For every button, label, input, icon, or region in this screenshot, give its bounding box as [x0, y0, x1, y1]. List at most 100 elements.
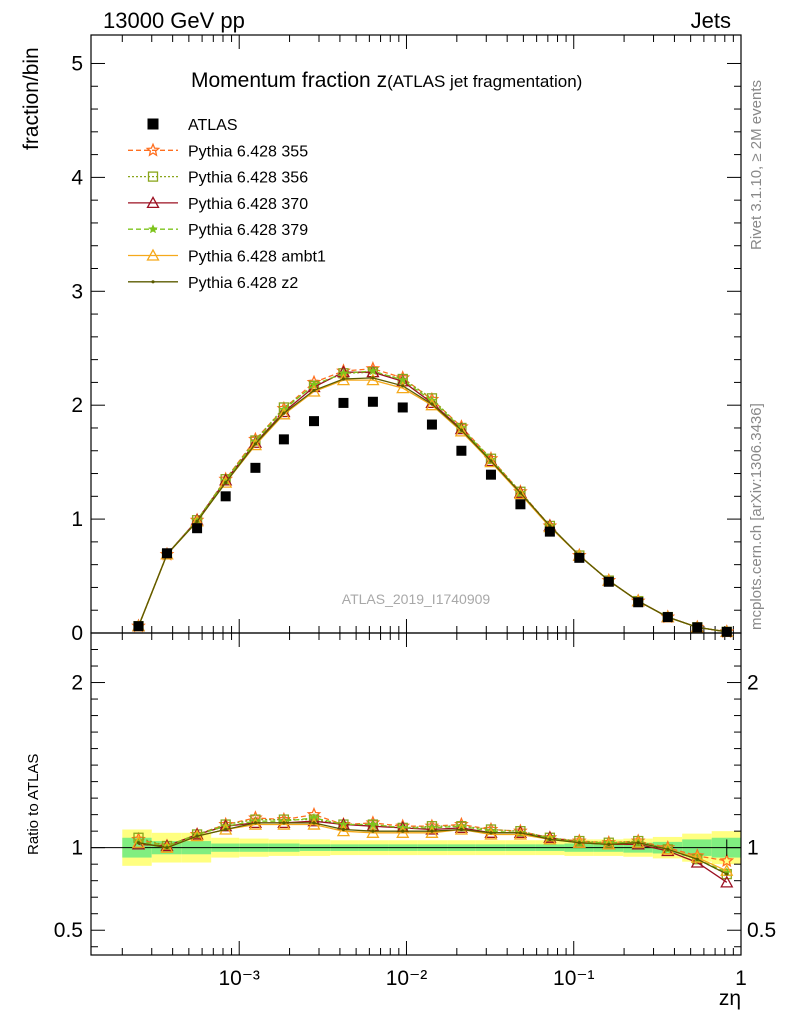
- data-point-atlas: [544, 526, 555, 537]
- y-tick-label: 0: [71, 622, 83, 645]
- ratio-point-z2: [459, 827, 463, 832]
- plot-title: Momentum fraction z(ATLAS jet fragmentat…: [191, 69, 582, 92]
- mcplots-label: mcplots.cern.ch [arXiv:1306.3436]: [748, 403, 765, 630]
- ratio-point-ambt1: [396, 825, 410, 838]
- ratio-point-ambt1: [366, 825, 380, 838]
- data-point-atlas: [161, 548, 172, 559]
- ratio-point-p370: [454, 821, 468, 834]
- legend-label: Pythia 6.428 370: [188, 196, 308, 213]
- legend-marker: [147, 118, 159, 130]
- data-point-atlas: [485, 469, 496, 480]
- data-point-atlas: [603, 576, 614, 587]
- data-point-atlas: [633, 597, 644, 608]
- data-point-atlas: [220, 491, 231, 502]
- data-point-atlas: [192, 523, 203, 534]
- ratio-panel-frame: [90, 632, 742, 956]
- ratio-point-z2: [430, 829, 434, 833]
- legend-label: Pythia 6.428 z2: [188, 275, 298, 292]
- ratio-point-z2: [636, 841, 640, 845]
- data-point-ambt1: [513, 487, 528, 500]
- ratio-point-z2: [489, 831, 493, 835]
- data-point-ambt1: [484, 455, 498, 468]
- legend-label: Pythia 6.428 356: [188, 170, 308, 187]
- ratio-y-tick-label: 1: [71, 837, 83, 860]
- data-point-ambt1: [277, 407, 291, 420]
- legend-item-p356: Pythia 6.428 356: [128, 170, 308, 187]
- ratio-line-p356: [138, 818, 728, 875]
- legend-item-p355: Pythia 6.428 355: [128, 142, 308, 160]
- legend-label: Pythia 6.428 379: [188, 222, 308, 239]
- ratio-y-tick-label-right: 1: [747, 837, 759, 860]
- data-point-atlas: [692, 622, 703, 633]
- y-tick-label: 5: [71, 52, 83, 75]
- ratio-series-z2: [136, 821, 729, 876]
- legend-marker: [151, 280, 155, 284]
- data-point-ambt1: [307, 384, 321, 397]
- data-point-z2: [430, 402, 434, 406]
- ratio-point-ambt1: [425, 825, 439, 838]
- energy-label: 13000 GeV pp: [103, 8, 245, 33]
- x-tick-label: 1: [735, 967, 747, 990]
- ratio-point-p355: [719, 853, 735, 868]
- analysis-watermark: ATLAS_2019_I1740909: [342, 591, 491, 607]
- ratio-point-z2: [224, 827, 228, 832]
- ratio-point-z2: [165, 846, 169, 850]
- ratio-point-ambt1: [277, 817, 291, 830]
- legend-marker: [146, 196, 160, 209]
- ratio-point-ambt1: [454, 822, 468, 835]
- x-axis-title: zη: [719, 987, 741, 1010]
- legend-label: ATLAS: [188, 117, 238, 134]
- ratio-point-z2: [136, 841, 141, 845]
- data-point-z2: [195, 519, 199, 523]
- ratio-point-z2: [282, 821, 286, 825]
- ratio-point-z2: [695, 857, 699, 861]
- ratio-point-ambt1: [131, 835, 146, 848]
- x-tick-label: 10⁻²: [386, 967, 427, 990]
- legend-marker: [148, 224, 158, 234]
- legend-marker: [146, 248, 160, 261]
- data-point-atlas: [397, 402, 408, 413]
- legend-marker: [147, 171, 159, 182]
- legend: ATLAS Pythia 6.428 355 Pythia 6.428 356 Pyt…: [128, 117, 326, 292]
- data-point-ambt1: [425, 398, 439, 411]
- ratio-point-z2: [401, 829, 405, 833]
- data-point-atlas: [133, 621, 144, 632]
- data-point-z2: [253, 442, 258, 446]
- ratio-point-z2: [341, 827, 346, 832]
- data-point-z2: [224, 481, 228, 485]
- y-tick-label: 2: [71, 394, 83, 417]
- legend-item-atlas: ATLAS: [147, 117, 238, 134]
- ratio-point-p370: [425, 822, 439, 835]
- data-point-ambt1: [454, 424, 468, 437]
- data-point-atlas: [721, 626, 732, 637]
- ratio-point-z2: [518, 831, 523, 835]
- data-point-atlas: [456, 445, 467, 456]
- data-point-z2: [312, 388, 316, 392]
- y-axis-title: fraction/bin: [20, 47, 43, 150]
- data-point-z2: [518, 491, 523, 495]
- data-point-atlas: [308, 416, 319, 427]
- legend-item-p370: Pythia 6.428 370: [128, 196, 308, 213]
- tick-labels: 0 1 2 3 4 5 0.5 0.5 1 1 2 2 10⁻³ 10⁻² 10⁻¹ 1: [54, 52, 776, 990]
- data-point-ambt1: [248, 438, 263, 451]
- ratio-y-tick-label: 0.5: [54, 919, 83, 942]
- main-series: [131, 360, 735, 639]
- data-point-z2: [282, 411, 286, 415]
- legend-item-z2: Pythia 6.428 z2: [128, 275, 298, 292]
- data-point-atlas: [426, 419, 437, 430]
- data-point-atlas: [278, 434, 289, 445]
- data-point-ambt1: [219, 475, 233, 488]
- ratio-point-z2: [577, 841, 581, 845]
- title-main: Momentum fraction z: [191, 69, 387, 92]
- ratio-point-p370: [307, 814, 321, 827]
- ratio-point-z2: [253, 821, 258, 825]
- series-atlas: [133, 396, 732, 637]
- ratio-point-z2: [725, 872, 729, 876]
- ratio-point-z2: [371, 829, 375, 833]
- y-tick-label: 4: [71, 166, 83, 189]
- ratio-point-z2: [312, 821, 316, 825]
- x-tick-label: 10⁻³: [218, 967, 259, 990]
- title-sub: (ATLAS jet fragmentation): [387, 72, 582, 91]
- legend-label: Pythia 6.428 ambt1: [188, 249, 326, 266]
